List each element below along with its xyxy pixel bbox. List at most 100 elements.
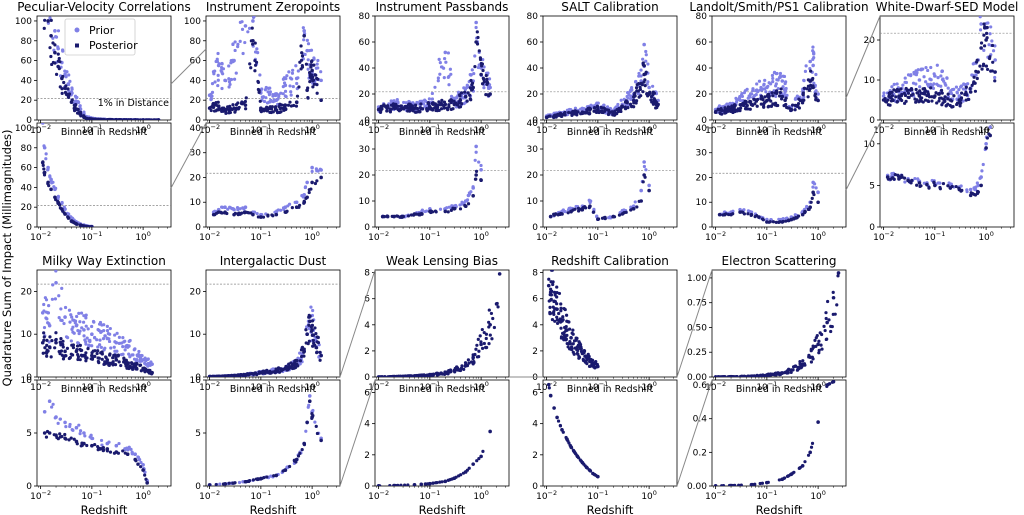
data-point	[789, 108, 793, 113]
data-point	[216, 374, 220, 377]
data-point	[987, 56, 992, 61]
data-layer	[881, 16, 997, 109]
data-point	[648, 90, 652, 94]
data-point	[300, 448, 304, 452]
data-point	[119, 352, 124, 357]
data-point	[647, 85, 651, 90]
data-point	[56, 199, 60, 204]
y-tick-label: 0	[532, 223, 538, 233]
data-point	[84, 316, 88, 320]
data-point	[896, 174, 901, 178]
data-point	[220, 61, 224, 66]
data-point	[69, 313, 73, 317]
data-point	[44, 157, 48, 161]
data-point	[270, 105, 274, 109]
data-point	[955, 91, 959, 95]
data-point	[774, 94, 778, 98]
y-tick-label: 20	[696, 90, 708, 100]
data-point	[549, 293, 554, 297]
data-point	[256, 79, 260, 84]
data-point	[149, 360, 153, 364]
x-tick-label: 100	[641, 489, 657, 502]
data-point	[469, 78, 473, 83]
data-point	[593, 366, 597, 370]
x-tick-label: 10−2	[199, 380, 220, 393]
data-point	[620, 104, 624, 108]
data-point	[617, 106, 621, 111]
legend-box	[64, 18, 136, 56]
data-point	[211, 105, 216, 110]
data-point	[637, 71, 641, 76]
data-point	[447, 99, 452, 103]
data-point	[454, 101, 458, 105]
panel-title: Electron Scattering	[722, 254, 837, 268]
data-point	[61, 339, 65, 343]
data-point	[46, 181, 50, 186]
data-point	[417, 110, 422, 114]
data-point	[913, 176, 917, 181]
data-layer	[40, 270, 154, 376]
data-point	[394, 375, 399, 377]
data-point	[78, 104, 82, 108]
data-point	[470, 81, 475, 85]
data-point	[127, 118, 132, 120]
data-point	[289, 90, 293, 94]
data-point	[892, 177, 896, 181]
data-point	[644, 168, 648, 172]
data-point	[458, 105, 463, 109]
data-point	[437, 57, 441, 61]
data-point	[480, 346, 485, 350]
data-point	[402, 100, 406, 105]
data-point	[56, 59, 61, 63]
y-tick-label: 60	[190, 57, 202, 67]
data-point	[385, 109, 389, 113]
data-point	[566, 211, 570, 215]
data-point	[481, 68, 485, 73]
data-point	[929, 78, 933, 82]
data-point	[895, 82, 899, 86]
data-point	[811, 76, 815, 81]
data-point	[394, 102, 398, 106]
data-point	[80, 223, 84, 227]
data-point	[649, 95, 654, 99]
data-point	[272, 99, 277, 103]
data-point	[985, 136, 989, 140]
data-point	[48, 174, 52, 178]
data-point	[210, 82, 215, 86]
data-point	[74, 99, 78, 103]
data-layer	[546, 270, 600, 370]
data-point	[642, 164, 647, 169]
data-point	[427, 97, 431, 101]
data-point	[638, 85, 642, 89]
data-point	[763, 87, 767, 91]
data-point	[939, 74, 943, 78]
data-point	[906, 178, 910, 182]
x-tick-label: 10−1	[756, 123, 777, 136]
data-point	[765, 94, 769, 98]
data-point	[309, 63, 313, 67]
data-point	[300, 63, 304, 68]
data-point	[274, 212, 279, 217]
data-point	[433, 102, 437, 106]
x-tick-label: 10−1	[587, 489, 608, 502]
data-point	[319, 438, 323, 443]
data-point	[733, 104, 737, 108]
data-point	[49, 355, 53, 359]
data-point	[307, 323, 311, 327]
data-point	[121, 336, 125, 340]
data-point	[56, 421, 60, 425]
data-point	[246, 30, 250, 34]
data-point	[45, 349, 50, 353]
data-point	[45, 343, 49, 347]
data-point	[64, 75, 68, 79]
data-point	[561, 318, 565, 322]
data-point	[985, 25, 989, 30]
data-point	[479, 72, 483, 77]
data-point	[555, 318, 559, 322]
data-point	[429, 210, 433, 215]
data-point	[811, 344, 815, 348]
data-point	[93, 349, 97, 353]
y-tick-label: 20	[190, 96, 202, 106]
data-point	[54, 186, 58, 190]
